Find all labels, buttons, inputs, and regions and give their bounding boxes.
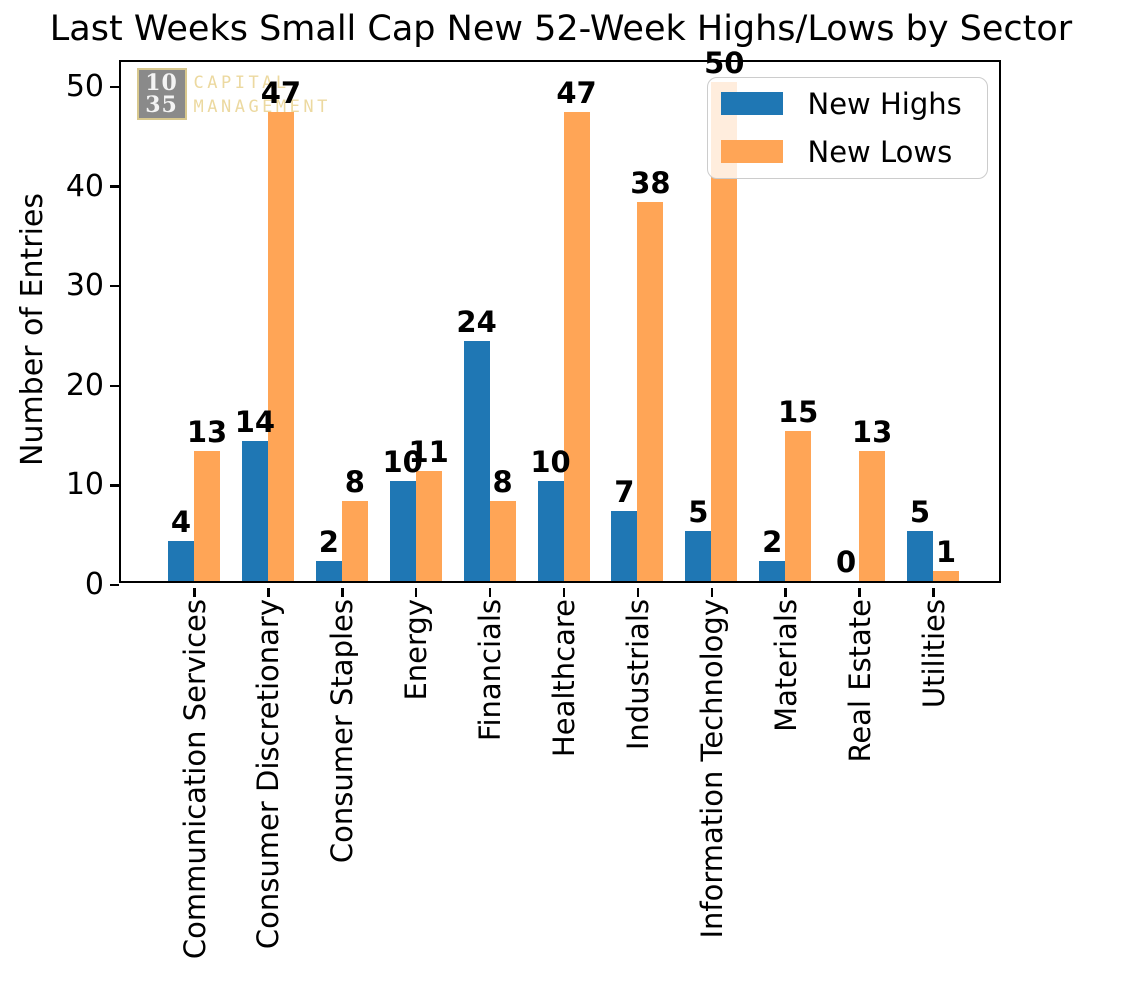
- bar-value-label: 4: [170, 504, 192, 539]
- watermark-name-line2: MANAGEMENT: [193, 96, 331, 117]
- bar-highs-11: [907, 530, 933, 581]
- y-tick-label: 30: [65, 268, 104, 304]
- bar-lows-10: [859, 451, 886, 581]
- y-tick-label: 20: [65, 367, 104, 403]
- x-tick-label-text: Industrials: [620, 599, 655, 751]
- x-tick-mark: [341, 587, 344, 597]
- x-tick-mark: [710, 587, 714, 597]
- x-tick-mark: [636, 587, 640, 597]
- bar-value-label: 5: [688, 494, 709, 529]
- x-tick-label-text: Healthcare: [547, 599, 581, 758]
- bar-lows-7: [637, 201, 664, 581]
- watermark-name-line1: CAPITAL: [193, 72, 290, 93]
- y-tick-label: 0: [84, 567, 104, 602]
- x-tick-label-text: Information Technology: [694, 599, 729, 939]
- bar-value-label: 47: [260, 76, 302, 111]
- bar-highs-5: [463, 341, 490, 581]
- y-tick-mark: [109, 85, 119, 89]
- bar-value-label: 15: [778, 395, 819, 430]
- x-tick-label-text: Energy: [399, 599, 434, 701]
- bar-value-label: 38: [630, 165, 671, 200]
- bar-value-label: 7: [614, 474, 635, 509]
- bar-lows-1: [194, 451, 220, 581]
- legend-swatch: [720, 140, 783, 163]
- bar-lows-11: [933, 570, 959, 581]
- x-tick-mark: [414, 587, 418, 597]
- x-tick-label-text: Real Estate: [842, 599, 877, 763]
- plot-area: 10 35 CAPITAL MANAGEMENT 4 13 14 47 2 8 10 11 24…: [118, 48, 1001, 583]
- x-tick-label-text: Utilities: [916, 599, 951, 709]
- bar-value-label: 11: [408, 434, 449, 469]
- chart-title: Last Weeks Small Cap New 52-Week Highs/L…: [49, 9, 1073, 49]
- x-tick-mark: [193, 587, 196, 597]
- y-tick-mark: [109, 284, 119, 288]
- x-tick-mark: [562, 587, 566, 597]
- bar-lows-6: [563, 112, 590, 581]
- x-tick-mark: [488, 587, 492, 597]
- bar-lows-5: [489, 500, 516, 581]
- legend-label: New Highs: [807, 86, 962, 121]
- y-tick-mark: [109, 185, 119, 188]
- y-tick-mark: [109, 583, 119, 587]
- y-tick-label: 10: [65, 467, 104, 503]
- x-tick-label-text: Materials: [768, 599, 803, 732]
- bar-highs-6: [537, 480, 564, 581]
- bar-highs-7: [611, 510, 638, 581]
- x-tick-mark: [267, 587, 270, 597]
- bar-value-label: 2: [318, 524, 339, 559]
- bar-value-label: 1: [935, 534, 957, 569]
- x-tick-label-text: Financials: [473, 599, 508, 742]
- bar-lows-3: [341, 500, 368, 581]
- y-tick-label: 50: [65, 68, 104, 104]
- y-tick-label: 40: [65, 168, 104, 204]
- bar-value-label: 5: [909, 494, 931, 529]
- bar-highs-2: [241, 441, 268, 581]
- x-tick-label-text: Communication Services: [177, 599, 212, 960]
- bar-lows-2: [267, 112, 294, 581]
- y-tick-mark: [109, 384, 119, 387]
- bar-highs-3: [315, 560, 342, 581]
- bar-value-label: 24: [456, 305, 497, 340]
- x-tick-mark: [932, 587, 935, 597]
- bar-value-label: 0: [836, 544, 857, 579]
- bar-value-label: 2: [762, 524, 783, 559]
- bar-value-label: 8: [344, 464, 365, 499]
- bar-lows-9: [785, 431, 812, 581]
- legend-item-new-lows: New Lows: [708, 128, 987, 176]
- bar-highs-9: [759, 560, 786, 581]
- legend-label: New Lows: [807, 134, 953, 169]
- bar-value-label: 8: [492, 464, 513, 499]
- watermark-logo-box: 10 35: [136, 67, 187, 120]
- watermark-name: CAPITAL MANAGEMENT: [194, 68, 331, 120]
- y-tick-mark: [109, 484, 119, 487]
- legend-swatch: [720, 92, 783, 115]
- watermark-logo: 10 35 CAPITAL MANAGEMENT: [136, 67, 331, 120]
- bar-value-label: 13: [186, 415, 228, 449]
- bar-highs-1: [168, 540, 194, 581]
- bar-value-label: 13: [851, 415, 893, 449]
- legend: New Highs New Lows: [706, 76, 988, 179]
- bar-value-label: 10: [382, 444, 423, 479]
- bar-value-label: 10: [530, 444, 571, 479]
- bar-highs-4: [389, 480, 416, 581]
- bar-highs-8: [685, 530, 712, 581]
- x-tick-label-text: Consumer Staples: [325, 599, 360, 864]
- x-tick-label-text: Consumer Discretionary: [251, 599, 286, 950]
- bar-value-label: 50: [704, 46, 745, 81]
- bar-value-label: 47: [556, 76, 597, 111]
- bar-value-label: 14: [234, 405, 276, 440]
- x-tick-mark: [858, 587, 861, 597]
- x-tick-mark: [784, 587, 787, 597]
- watermark-logo-top: 10: [145, 69, 178, 96]
- legend-item-new-highs: New Highs: [708, 80, 987, 128]
- bar-lows-4: [415, 470, 442, 581]
- watermark-logo-bottom: 35: [145, 91, 178, 118]
